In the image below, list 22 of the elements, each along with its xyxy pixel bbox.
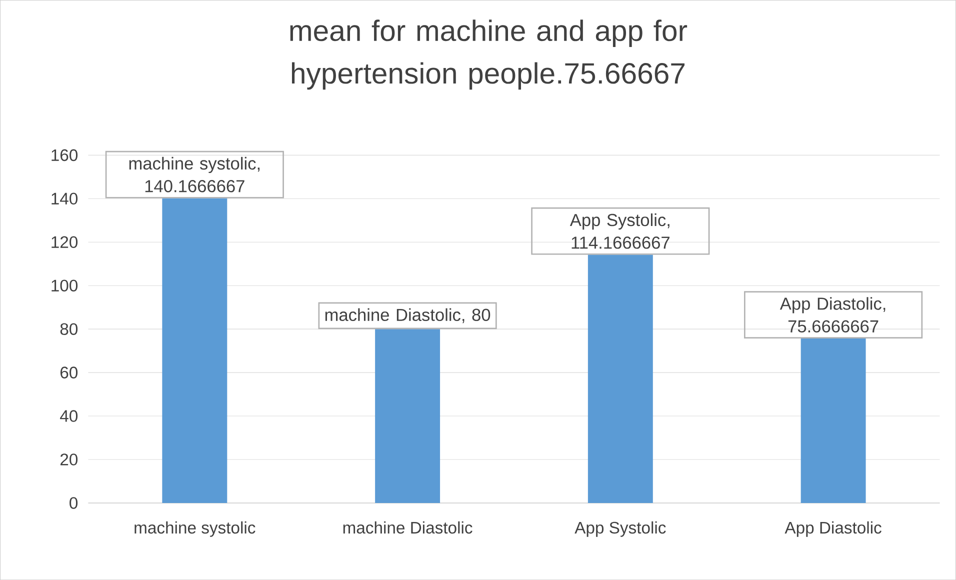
- y-tick-label: 140: [52, 192, 78, 204]
- data-label: App Systolic, 114.1666667: [570, 213, 670, 249]
- chart-title: mean for machine and app for hypertension people.75.66667: [290, 20, 688, 90]
- y-tick-label: 0: [70, 497, 78, 509]
- x-tick-label: machine Diastolic: [343, 521, 472, 534]
- y-tick-label: 120: [52, 236, 78, 248]
- x-tick-label: App Diastolic: [784, 521, 882, 537]
- y-tick-label: 100: [52, 280, 78, 292]
- y-tick-label: 60: [60, 366, 78, 378]
- y-tick-label: 80: [60, 323, 78, 335]
- bar: [588, 254, 653, 503]
- data-label: machine Diastolic, 80: [325, 308, 490, 323]
- bar: [162, 198, 228, 503]
- y-tick-label: 40: [60, 410, 78, 422]
- x-tick-label: App Systolic: [574, 521, 666, 537]
- y-tick-label: 160: [52, 149, 78, 161]
- y-tick-label: 20: [60, 454, 78, 466]
- x-tick-label: machine systolic: [134, 521, 256, 537]
- data-label: App Diastolic, 75.6666667: [780, 297, 886, 332]
- bar: [800, 338, 866, 503]
- bar: [375, 328, 440, 503]
- data-label: machine systolic, 140.1666667: [129, 156, 260, 192]
